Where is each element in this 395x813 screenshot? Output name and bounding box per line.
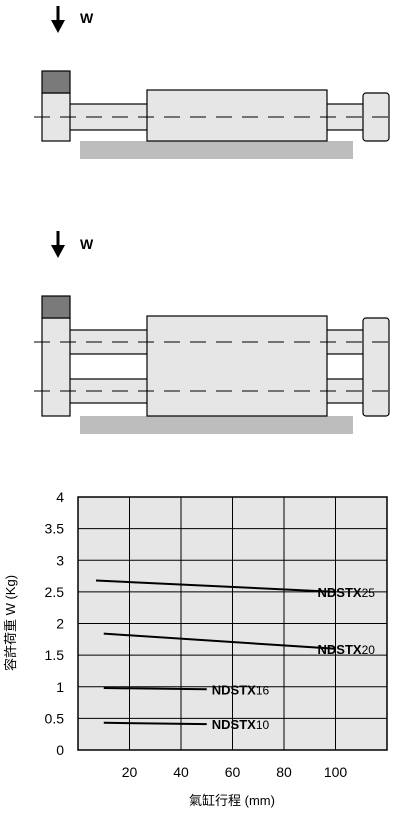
series-lines [95,579,336,726]
x-tick-label: 20 [122,764,138,780]
load-label: W [80,10,94,26]
y-tick-label: 0.5 [45,710,65,726]
series-suffix: 20 [362,643,376,657]
series-line-ndstx10 [103,721,207,726]
series-suffix: 25 [362,586,376,600]
series-line-ndstx20 [103,632,336,650]
series-label-ndstx16: NDSTX16 [212,682,270,697]
x-tick-label: 60 [225,764,241,780]
diagram-single-rod: W [34,6,392,159]
load-arrow-icon [51,6,65,33]
y-tick-label: 3 [56,552,64,568]
y-tick-label: 2.5 [45,584,65,600]
end-block-right [362,317,390,417]
y-tick-label: 1.5 [45,647,65,663]
y-tick-label: 2 [56,616,64,632]
x-axis-label: 氣缸行程 (mm) [189,793,275,808]
series-label-ndstx25: NDSTX25 [318,585,376,600]
diagram-double-rod: W [34,231,392,434]
series-name: NDSTX [318,642,362,657]
series-suffix: 16 [256,683,270,697]
series-label-ndstx20: NDSTX20 [318,642,376,657]
series-label-ndstx10: NDSTX10 [212,717,270,732]
load-chart: 00.511.522.533.54 20 40 60 80 100 NDSTX25NDS… [3,489,388,808]
end-block-left [41,317,71,417]
series-name: NDSTX [318,585,362,600]
grid [78,497,387,750]
y-tick-label: 3.5 [45,521,65,537]
x-tick-label: 40 [173,764,189,780]
load-label: W [80,236,94,252]
x-tick-labels: 20 40 60 80 100 [122,764,348,780]
x-tick-label: 80 [276,764,292,780]
y-tick-label: 1 [56,679,64,695]
y-axis-label: 容許荷重 W (Kg) [3,575,18,671]
load-arrow-icon [51,231,65,258]
load-block [41,295,71,319]
series-name: NDSTX [212,682,256,697]
base-plate [80,141,353,159]
y-tick-label: 4 [56,489,64,505]
load-block [41,70,71,94]
cylinder-body [146,315,328,417]
y-tick-label: 0 [56,742,64,758]
y-tick-labels: 0 0.5 1 1.5 2 2.5 3 3.5 4 [45,489,65,758]
x-tick-label: 100 [324,764,348,780]
series-line-ndstx16 [103,687,207,691]
base-plate [80,416,353,434]
series-suffix: 10 [256,718,270,732]
series-line-ndstx25 [95,579,336,593]
series-name: NDSTX [212,717,256,732]
cylinder-body [146,89,328,142]
